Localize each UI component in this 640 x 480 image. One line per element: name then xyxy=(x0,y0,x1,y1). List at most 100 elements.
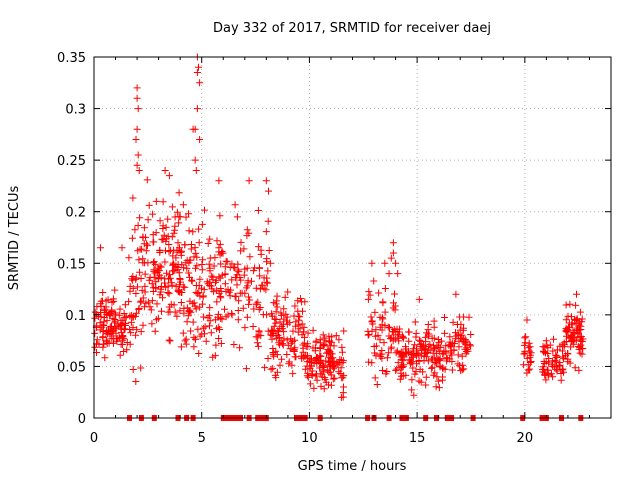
data-point xyxy=(99,343,107,351)
data-point xyxy=(394,359,402,367)
data-point xyxy=(215,177,223,185)
data-point xyxy=(195,350,203,357)
data-point xyxy=(411,341,419,349)
data-point xyxy=(193,105,201,113)
data-point xyxy=(319,331,327,339)
data-point xyxy=(263,255,271,263)
data-point xyxy=(313,370,320,378)
data-point xyxy=(526,347,534,355)
data-point xyxy=(233,281,241,289)
data-point xyxy=(294,328,302,336)
data-point xyxy=(256,304,264,311)
data-point xyxy=(127,318,135,326)
data-point xyxy=(264,327,272,335)
data-point xyxy=(265,247,273,254)
data-point xyxy=(269,364,277,372)
data-point xyxy=(254,207,262,214)
data-point xyxy=(152,316,160,324)
data-point xyxy=(119,332,127,340)
data-point xyxy=(231,293,239,300)
data-point xyxy=(325,346,333,354)
data-point xyxy=(392,366,400,374)
data-point xyxy=(183,318,191,326)
data-point xyxy=(326,348,334,356)
data-point xyxy=(196,332,204,340)
data-point xyxy=(565,323,573,331)
data-point xyxy=(125,254,133,262)
data-point xyxy=(392,349,400,357)
data-point xyxy=(320,340,328,348)
data-point xyxy=(152,197,160,205)
data-point xyxy=(255,243,263,251)
data-point xyxy=(242,284,250,292)
data-point xyxy=(175,189,183,197)
data-point xyxy=(161,275,169,283)
y-tick-label: 0.15 xyxy=(57,257,86,272)
data-point xyxy=(523,316,531,324)
data-point xyxy=(379,367,386,374)
data-point xyxy=(433,349,441,357)
data-point xyxy=(93,303,101,311)
data-point xyxy=(129,366,137,373)
data-point xyxy=(368,259,376,267)
data-point xyxy=(570,340,578,348)
data-point xyxy=(123,339,131,346)
data-point xyxy=(181,337,189,345)
data-point xyxy=(280,320,287,328)
data-point xyxy=(198,266,206,274)
data-point xyxy=(527,349,535,357)
data-point xyxy=(225,288,233,296)
data-point xyxy=(169,252,177,260)
data-point xyxy=(179,283,187,291)
data-point xyxy=(572,320,580,328)
data-point xyxy=(304,340,312,348)
y-axis-label: SRMTID / TECUs xyxy=(7,186,22,291)
data-point xyxy=(258,281,266,289)
data-point xyxy=(188,277,196,285)
data-point xyxy=(389,239,397,247)
data-point xyxy=(126,312,134,320)
data-point xyxy=(553,367,561,375)
data-point xyxy=(190,343,198,351)
data-point xyxy=(243,226,251,234)
data-point xyxy=(372,326,380,334)
data-point xyxy=(231,201,239,209)
data-point xyxy=(217,294,225,302)
data-point xyxy=(375,289,383,297)
data-point xyxy=(106,312,114,319)
data-point xyxy=(317,352,325,360)
data-point xyxy=(177,299,185,306)
data-point xyxy=(416,336,423,344)
data-point xyxy=(208,272,216,280)
data-point xyxy=(525,344,533,352)
data-point xyxy=(579,345,587,353)
data-point xyxy=(129,324,137,332)
data-point xyxy=(256,285,264,293)
data-point xyxy=(176,213,184,221)
data-point xyxy=(264,217,272,225)
data-point xyxy=(448,366,456,374)
data-point xyxy=(166,271,174,279)
data-point xyxy=(308,372,316,379)
data-point xyxy=(261,364,269,372)
data-point xyxy=(435,384,443,392)
data-point xyxy=(144,216,152,224)
data-point xyxy=(237,276,245,284)
data-point xyxy=(281,293,289,301)
data-point xyxy=(430,345,438,353)
data-point xyxy=(237,238,245,246)
data-point xyxy=(467,342,475,350)
data-point xyxy=(221,270,229,278)
data-point xyxy=(455,343,463,351)
data-point xyxy=(447,349,455,357)
data-point xyxy=(415,295,423,303)
data-point xyxy=(449,318,457,326)
data-point xyxy=(103,338,111,346)
data-point xyxy=(460,365,468,373)
data-point xyxy=(422,373,430,381)
data-point xyxy=(165,290,173,298)
data-point xyxy=(189,125,197,133)
data-point xyxy=(143,176,151,184)
data-point xyxy=(408,376,416,384)
